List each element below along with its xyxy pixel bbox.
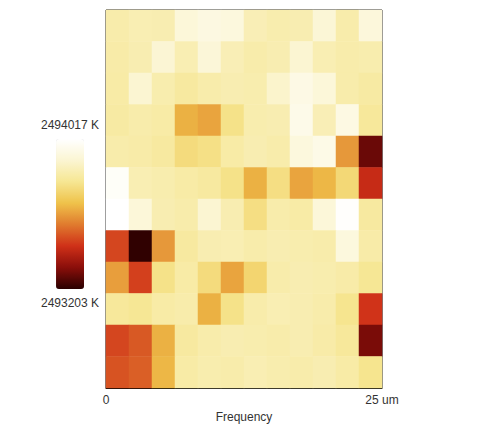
svg-text:2494017 K: 2494017 K	[41, 118, 99, 132]
svg-text:25 um: 25 um	[365, 393, 398, 407]
svg-text:0: 0	[103, 393, 110, 407]
svg-text:2493203 K: 2493203 K	[41, 296, 99, 310]
svg-text:Frequency: Frequency	[216, 410, 273, 424]
